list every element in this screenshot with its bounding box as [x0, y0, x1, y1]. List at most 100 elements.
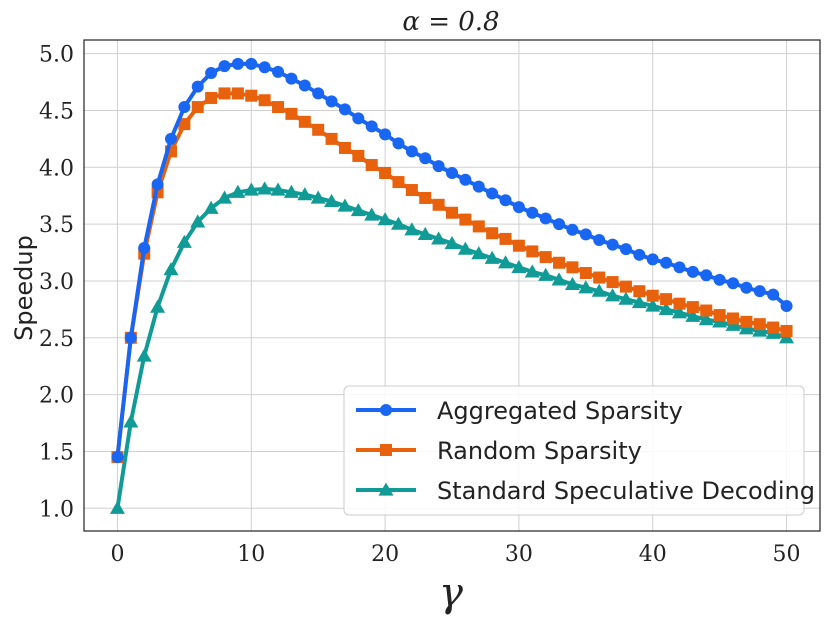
data-point [231, 87, 244, 100]
data-point [298, 115, 311, 128]
data-point [312, 123, 325, 136]
data-point [111, 451, 124, 464]
data-point [365, 120, 378, 133]
data-point [564, 276, 580, 290]
data-point [593, 234, 606, 247]
series-group [109, 57, 795, 514]
data-point [352, 149, 365, 162]
legend: Aggregated Sparsity Random Sparsity Standa… [343, 385, 815, 516]
data-point [109, 500, 125, 514]
data-point [753, 318, 766, 331]
data-point [472, 180, 485, 193]
y-tick-label: 3.5 [39, 213, 74, 238]
data-point [164, 132, 177, 145]
data-point [124, 331, 137, 344]
data-point [258, 94, 271, 107]
data-point [431, 231, 447, 245]
data-point [444, 235, 460, 250]
data-point [767, 288, 780, 301]
data-point [446, 206, 458, 219]
data-point [364, 207, 380, 221]
series-standard-speculative-decoding [109, 181, 795, 514]
chart-title: α = 0.8 [402, 7, 499, 37]
data-point [150, 299, 166, 313]
data-point [618, 291, 634, 305]
data-point [258, 61, 271, 74]
data-point [419, 152, 432, 165]
data-point [338, 103, 351, 116]
data-point [539, 212, 552, 225]
series-aggregated-sparsity [111, 57, 793, 464]
data-point [245, 89, 258, 102]
data-point [191, 80, 204, 93]
data-point [218, 60, 231, 73]
legend-entry: Random Sparsity [356, 437, 642, 465]
data-point [310, 190, 326, 204]
data-point [700, 269, 713, 282]
data-point [579, 266, 592, 279]
data-point [178, 101, 191, 114]
data-point [538, 267, 554, 281]
y-tick-label: 1.0 [39, 497, 74, 522]
y-tick-label: 4.0 [39, 156, 74, 181]
data-point [633, 248, 646, 261]
x-tick-label: 10 [237, 542, 265, 567]
data-point [337, 198, 353, 212]
data-point [352, 112, 365, 125]
data-point [671, 305, 687, 319]
x-tick-label: 0 [110, 542, 124, 567]
data-point [727, 277, 740, 290]
data-point [713, 273, 726, 286]
data-point [713, 309, 726, 322]
data-point [591, 283, 607, 297]
data-point [191, 101, 204, 114]
data-point [619, 280, 632, 293]
data-point [566, 223, 579, 236]
data-point [740, 315, 753, 328]
data-point [392, 176, 405, 189]
data-point [243, 182, 259, 196]
data-point [526, 245, 539, 258]
data-point [524, 264, 540, 278]
legend-box [343, 385, 805, 516]
data-point [631, 295, 647, 309]
data-point [417, 226, 433, 240]
data-point [379, 128, 392, 141]
data-point [539, 251, 552, 264]
data-point [272, 101, 285, 114]
data-point [190, 214, 206, 228]
data-point [740, 281, 753, 294]
data-point [566, 261, 579, 274]
data-point [231, 57, 244, 70]
x-tick-label: 30 [505, 542, 533, 567]
x-tick-label: 20 [371, 542, 399, 567]
data-point [606, 276, 619, 289]
data-point [136, 348, 152, 362]
legend-entry: Aggregated Sparsity [356, 397, 683, 425]
data-point [377, 212, 393, 226]
data-point [365, 159, 378, 172]
data-point [392, 137, 405, 150]
data-point [511, 259, 527, 273]
legend-entry: Standard Speculative Decoding [356, 477, 815, 505]
data-point [283, 184, 299, 198]
data-point [486, 187, 499, 200]
data-point [499, 194, 512, 207]
legend-marker [380, 444, 392, 456]
x-tick-label: 50 [773, 542, 801, 567]
data-point [472, 220, 485, 233]
y-tick-label: 2.5 [39, 327, 74, 352]
data-point [767, 321, 780, 334]
data-point [673, 297, 686, 310]
data-point [390, 216, 406, 230]
data-point [526, 206, 539, 219]
data-point [404, 222, 420, 236]
data-point [499, 232, 512, 245]
data-point [285, 72, 298, 85]
data-point [203, 200, 219, 214]
data-point [217, 190, 233, 204]
data-point [780, 324, 793, 337]
data-point [178, 118, 191, 131]
data-point [298, 79, 311, 92]
